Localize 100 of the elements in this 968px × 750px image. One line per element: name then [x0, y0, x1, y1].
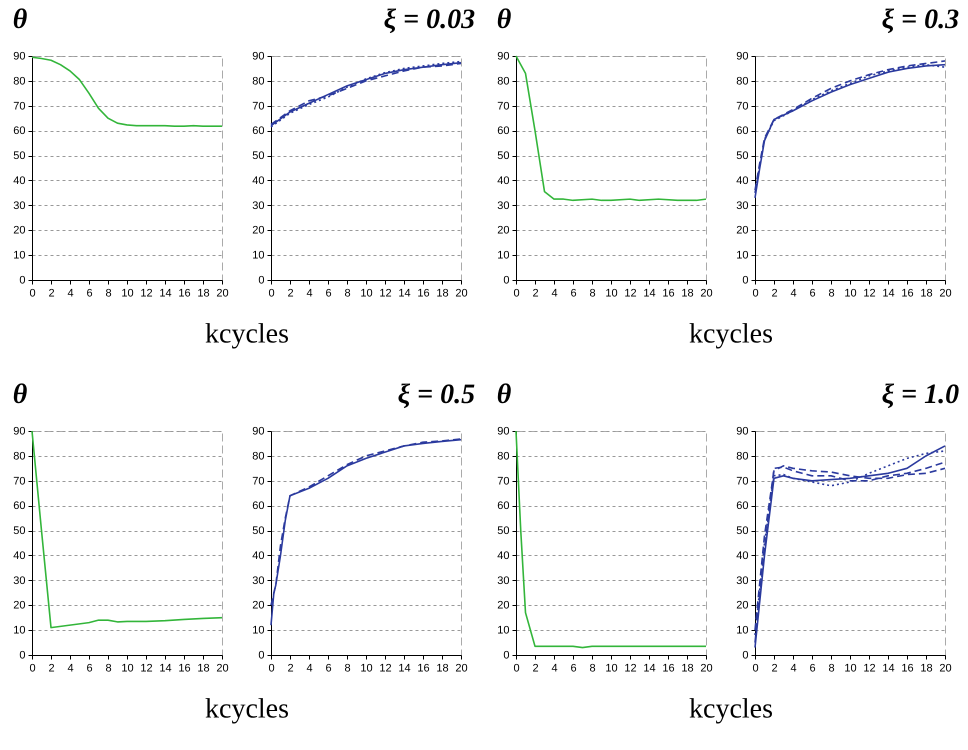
chart-title: ξ = 1.0: [882, 379, 960, 410]
y-tick-label: 50: [13, 525, 26, 538]
y-tick-label: 50: [252, 150, 264, 162]
x-tick-label: 16: [178, 288, 191, 300]
y-tick-label: 50: [13, 150, 26, 162]
x-tick-label: 12: [140, 662, 153, 674]
chart-title: ξ = 0.5: [398, 379, 476, 410]
x-tick-label: 12: [379, 288, 392, 300]
y-tick-label: 60: [252, 500, 264, 512]
y-tick-label: 50: [252, 525, 264, 538]
x-tick-label: 2: [532, 288, 539, 300]
y-tick-label: 20: [497, 600, 510, 612]
x-tick-label: 8: [344, 662, 351, 674]
x-tick-label: 8: [589, 288, 596, 300]
x-tick-label: 8: [828, 288, 835, 300]
y-tick-label: 20: [13, 224, 26, 237]
y-tick-label: 80: [13, 75, 26, 88]
y-tick-label: 60: [13, 125, 26, 138]
x-tick-label: 10: [844, 662, 857, 674]
x-tick-label: 8: [344, 288, 351, 300]
y-tick-label: 40: [252, 550, 264, 562]
y-tick-label: 50: [497, 525, 510, 538]
y-tick-label: 90: [736, 426, 748, 438]
x-tick-label: 0: [752, 662, 759, 674]
y-tick-label: 40: [497, 174, 510, 187]
x-tick-label: 20: [700, 662, 713, 674]
x-tick-label: 0: [268, 288, 275, 300]
x-tick-label: 4: [790, 662, 797, 674]
x-tick-label: 20: [700, 288, 713, 300]
x-tick-label: 14: [643, 662, 656, 674]
x-tick-label: 4: [306, 662, 313, 674]
y-tick-label: 50: [497, 150, 510, 162]
x-tick-label: 2: [532, 662, 539, 674]
x-tick-label: 18: [681, 288, 694, 300]
x-tick-label: 12: [863, 662, 876, 674]
y-tick-label: 60: [497, 500, 510, 512]
y-tick-label: 10: [497, 250, 510, 262]
y-tick-label: 30: [252, 200, 264, 212]
x-tick-label: 14: [159, 288, 172, 300]
x-tick-label: 12: [140, 288, 153, 300]
x-tick-label: 12: [863, 288, 876, 300]
x-tick-label: 10: [121, 288, 134, 300]
x-tick-label: 16: [901, 662, 914, 674]
x-tick-label: 6: [570, 288, 577, 300]
x-tick-label: 6: [570, 662, 577, 674]
x-tick-label: 16: [417, 288, 430, 300]
x-tick-label: 16: [662, 288, 675, 300]
x-tick-label: 4: [551, 288, 558, 300]
x-tick-label: 2: [287, 288, 294, 300]
x-tick-label: 4: [790, 288, 797, 300]
y-tick-label: 70: [13, 100, 26, 112]
y-tick-label: 10: [13, 250, 26, 262]
y-tick-label: 40: [736, 174, 748, 187]
x-tick-label: 6: [809, 288, 816, 300]
y-tick-label: 0: [503, 274, 510, 286]
x-axis-title: kcycles: [205, 318, 289, 350]
x-tick-label: 8: [105, 662, 112, 674]
y-tick-label: 60: [252, 125, 264, 138]
y-tick-label: 40: [497, 550, 510, 562]
chart-title: θ: [496, 4, 512, 35]
x-tick-label: 0: [29, 288, 36, 300]
y-tick-label: 30: [736, 574, 748, 587]
x-tick-label: 20: [455, 662, 468, 674]
y-tick-label: 80: [497, 75, 510, 88]
y-tick-label: 40: [13, 550, 26, 562]
y-tick-label: 30: [497, 200, 510, 212]
y-tick-label: 70: [497, 100, 510, 112]
chart-title: θ: [496, 379, 512, 410]
y-tick-label: 70: [736, 475, 748, 488]
x-tick-label: 12: [379, 662, 392, 674]
x-tick-label: 12: [624, 662, 637, 674]
y-tick-label: 90: [252, 50, 264, 62]
x-tick-label: 16: [178, 662, 191, 674]
x-tick-label: 18: [436, 288, 449, 300]
y-tick-label: 60: [736, 500, 748, 512]
x-tick-label: 18: [681, 662, 694, 674]
x-tick-label: 0: [268, 662, 275, 674]
y-tick-label: 70: [736, 100, 748, 112]
y-tick-label: 60: [13, 500, 26, 512]
y-tick-label: 10: [736, 250, 748, 262]
x-axis-title: kcycles: [205, 694, 289, 724]
x-tick-label: 0: [513, 662, 520, 674]
chart-title: θ: [12, 379, 28, 410]
x-tick-label: 2: [771, 662, 778, 674]
y-tick-label: 90: [252, 426, 264, 438]
y-tick-label: 10: [252, 624, 264, 637]
y-tick-label: 80: [252, 75, 264, 88]
y-tick-label: 20: [736, 600, 748, 612]
x-tick-label: 6: [86, 288, 93, 300]
y-tick-label: 20: [497, 224, 510, 237]
x-tick-label: 4: [67, 288, 74, 300]
y-tick-label: 40: [13, 174, 26, 187]
x-tick-label: 14: [398, 288, 411, 300]
y-tick-label: 90: [736, 50, 748, 62]
x-tick-label: 0: [752, 288, 759, 300]
x-tick-label: 10: [360, 288, 373, 300]
y-tick-label: 50: [736, 525, 748, 538]
y-tick-label: 70: [252, 475, 264, 488]
y-tick-label: 80: [736, 75, 748, 88]
x-tick-label: 20: [455, 288, 468, 300]
